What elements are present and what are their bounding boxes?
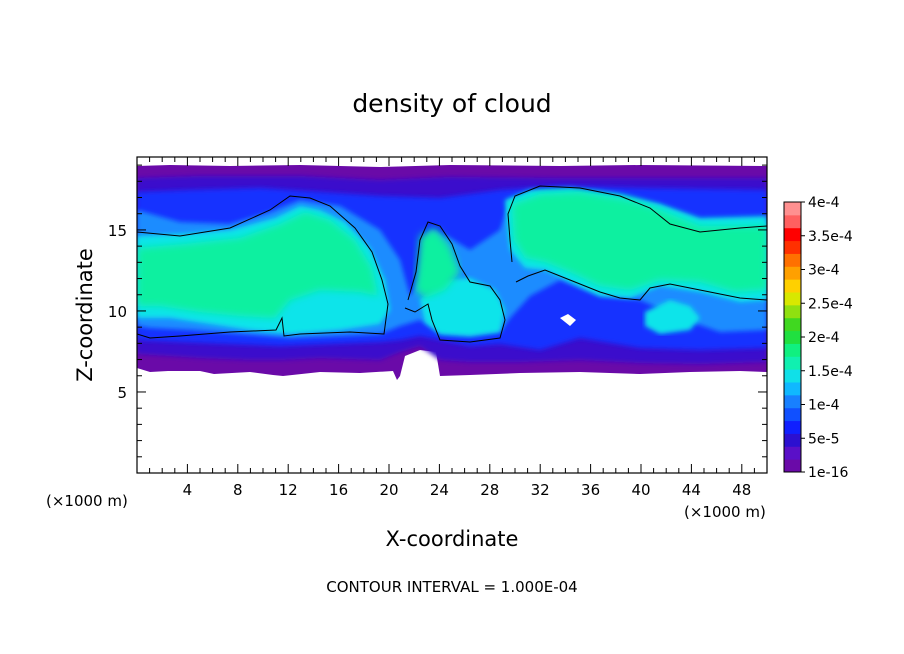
- colorbar-swatch: [784, 356, 801, 370]
- colorbar-label: 3e-4: [808, 263, 840, 279]
- y-tick-label: 10: [108, 303, 127, 321]
- x-tick-label: 40: [631, 481, 650, 499]
- x-unit-right: (×1000 m): [684, 503, 766, 521]
- colorbar-swatch: [784, 304, 801, 319]
- contour-line-left: [137, 195, 389, 339]
- y-tick-label: 15: [108, 222, 127, 240]
- x-unit-left: (×1000 m): [46, 492, 128, 510]
- colorbar-swatch: [784, 266, 801, 280]
- contour-line-right: [507, 185, 767, 263]
- colorbar-swatch: [784, 292, 801, 306]
- x-tick-label: 4: [183, 481, 193, 499]
- cloud-interior-green-mid: [415, 228, 460, 298]
- colorbar-label: 2e-4: [808, 330, 840, 346]
- cloud-interior-green-right: [512, 192, 767, 292]
- colorbar-swatch: [784, 369, 801, 383]
- x-tick-label: 32: [531, 481, 550, 499]
- colorbar-label: 4e-4: [808, 195, 840, 211]
- x-tick-label: 28: [480, 481, 499, 499]
- contour-line-lower-right: [515, 269, 767, 301]
- colorbar-label: 1.5e-4: [808, 364, 853, 380]
- cloud-core-cyan-mid: [420, 278, 505, 336]
- colorbar-label: 5e-5: [808, 431, 839, 447]
- colorbar-swatch: [784, 446, 801, 460]
- y-tick-label: 5: [117, 384, 127, 402]
- x-tick-label: 36: [581, 481, 600, 499]
- y-axis: 5 10 15: [108, 164, 767, 458]
- colorbar-swatch: [784, 420, 801, 434]
- x-tick-label: 8: [233, 481, 243, 499]
- colorbar-swatch: [784, 317, 801, 332]
- x-axis: 4 8 12 16 20 24 28 32 36 40 44 48: [149, 157, 755, 499]
- colorbar-swatch: [784, 330, 801, 344]
- colorbar-swatch: [784, 279, 801, 293]
- colorbar-label: 2.5e-4: [808, 296, 853, 312]
- x-tick-label: 16: [329, 481, 348, 499]
- colorbar: 1e-16 5e-5 1e-4 1.5e-4 2e-4 2.5e-4 3e-4 3.5e-4 4…: [783, 195, 853, 481]
- colorbar-swatch: [784, 459, 801, 473]
- colorbar-swatch: [784, 382, 801, 396]
- colorbar-swatch: [784, 394, 801, 409]
- colorbar-swatch: [784, 240, 801, 254]
- x-tick-label: 24: [430, 481, 449, 499]
- x-axis-label: X-coordinate: [386, 527, 519, 551]
- colorbar-label: 1e-4: [808, 398, 840, 414]
- colorbar-swatch: [784, 253, 801, 267]
- colorbar-swatch: [784, 214, 801, 229]
- x-tick-label: 12: [279, 481, 298, 499]
- cloud-gap-white: [560, 314, 576, 326]
- chart-title: density of cloud: [352, 89, 551, 118]
- colorbar-swatch: [784, 227, 801, 242]
- colorbar-swatch: [784, 343, 801, 357]
- x-tick-label: 48: [732, 481, 751, 499]
- colorbar-label: 1e-16: [808, 465, 848, 481]
- colorbar-swatch: [784, 433, 801, 447]
- y-axis-label: Z-coordinate: [73, 248, 97, 382]
- x-tick-label: 20: [379, 481, 398, 499]
- cloud-interior-green-left: [137, 212, 378, 318]
- contour-interval-footer: CONTOUR INTERVAL = 1.000E-04: [326, 578, 577, 596]
- colorbar-swatch: [784, 407, 801, 422]
- contour-line-mid: [404, 221, 506, 343]
- colorbar-swatch: [784, 202, 801, 216]
- cloud-core-cyan-lower-right: [645, 300, 700, 334]
- cloud-field: [137, 165, 767, 380]
- x-tick-label: 44: [682, 481, 701, 499]
- colorbar-label: 3.5e-4: [808, 229, 853, 245]
